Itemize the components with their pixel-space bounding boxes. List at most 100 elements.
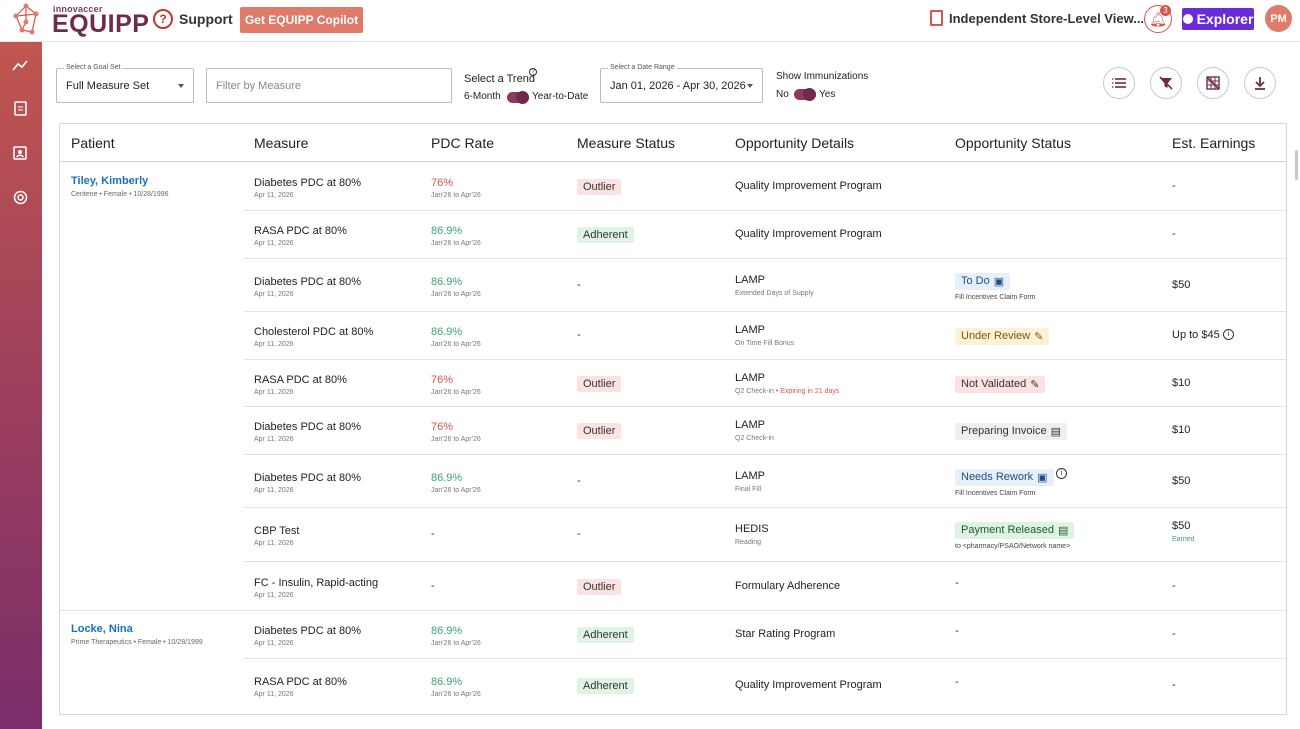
toggle-knob bbox=[516, 91, 529, 104]
immunizations-toggle[interactable] bbox=[794, 88, 816, 101]
measure-cell: Cholesterol PDC at 80% Apr 11, 2026 bbox=[254, 326, 373, 348]
trend-chart-icon[interactable] bbox=[11, 56, 29, 74]
table-row[interactable]: Diabetes PDC at 80% Apr 11, 2026 76% Jan'26… bbox=[60, 162, 1286, 210]
pdc-range: Jan'26 to Apr'26 bbox=[431, 389, 481, 396]
store-view-selector[interactable]: Independent Store-Level View... bbox=[930, 10, 1144, 26]
goal-set-value: Full Measure Set bbox=[66, 80, 150, 92]
table-row[interactable]: Diabetes PDC at 80% Apr 11, 2026 86.9% Jan'… bbox=[60, 610, 1286, 658]
header-measure-status[interactable]: Measure Status bbox=[577, 135, 676, 151]
measure-cell: RASA PDC at 80% Apr 11, 2026 bbox=[254, 225, 347, 247]
clear-filter-button[interactable] bbox=[1150, 67, 1182, 99]
pdc-cell: 86.9% Jan'26 to Apr'26 bbox=[431, 225, 481, 247]
opportunity-status-cell: Payment Released ▤ to <pharmacy/PSAO/Netwo… bbox=[955, 520, 1075, 550]
earnings-value: - bbox=[1172, 679, 1176, 691]
measure-date: Apr 11, 2026 bbox=[254, 192, 294, 199]
expiry-warning: • Expiring in 21 days bbox=[775, 388, 840, 395]
table-row[interactable]: Diabetes PDC at 80% Apr 11, 2026 86.9% Jan'… bbox=[60, 454, 1286, 507]
header-opportunity-status[interactable]: Opportunity Status bbox=[955, 135, 1071, 151]
opportunity-status-label: - bbox=[955, 577, 959, 589]
measure-date: Apr 11, 2026 bbox=[254, 341, 294, 348]
row-divider bbox=[244, 454, 1286, 455]
table-row[interactable]: FC - Insulin, Rapid-acting Apr 11, 2026 - O… bbox=[60, 561, 1286, 610]
pdc-rate-value: 86.9% bbox=[431, 225, 463, 237]
opportunity-status-chip[interactable]: To Do ▣ bbox=[955, 272, 1011, 290]
trend-option-ytd[interactable]: Year-to-Date bbox=[532, 91, 589, 102]
scrollbar[interactable] bbox=[1295, 150, 1298, 180]
immunizations-no[interactable]: No bbox=[776, 89, 789, 100]
measure-status-badge: - bbox=[577, 279, 581, 291]
opportunity-subtitle: Q2 Check-in bbox=[735, 435, 774, 442]
download-button[interactable] bbox=[1244, 67, 1276, 99]
pdc-cell: 86.9% Jan'26 to Apr'26 bbox=[431, 472, 481, 494]
opportunity-status-chip[interactable]: Payment Released ▤ bbox=[955, 521, 1075, 539]
list-icon bbox=[1112, 78, 1126, 88]
opportunity-status-chip[interactable]: Preparing Invoice ▤ bbox=[955, 422, 1068, 440]
opportunity-subtitle-text: Final Fill bbox=[735, 486, 762, 493]
measure-cell: RASA PDC at 80% Apr 11, 2026 bbox=[254, 676, 347, 698]
measure-name: Diabetes PDC at 80% bbox=[254, 472, 361, 484]
get-copilot-button[interactable]: Get EQUIPP Copilot bbox=[240, 7, 363, 33]
pdc-cell: 76% Jan'26 to Apr'26 bbox=[431, 421, 481, 443]
table-row[interactable]: RASA PDC at 80% Apr 11, 2026 76% Jan'26 to … bbox=[60, 359, 1286, 406]
header-opportunity-details[interactable]: Opportunity Details bbox=[735, 135, 855, 151]
notification-count-badge: 3 bbox=[1160, 5, 1171, 16]
measure-status-badge: Adherent bbox=[577, 678, 634, 694]
date-range-value: Jan 01, 2026 - Apr 30, 2026 bbox=[610, 80, 746, 92]
header-patient[interactable]: Patient bbox=[71, 135, 115, 151]
table-row[interactable]: Diabetes PDC at 80% Apr 11, 2026 86.9% Jan'… bbox=[60, 258, 1286, 311]
patient-clipboard-icon[interactable] bbox=[11, 143, 29, 161]
table-row[interactable]: CBP Test Apr 11, 2026 - - HEDIS Reading Paymen… bbox=[60, 507, 1286, 561]
explorer-button[interactable]: Explorer bbox=[1182, 8, 1254, 30]
pdc-cell: 86.9% Jan'26 to Apr'26 bbox=[431, 276, 481, 298]
grid-off-button[interactable] bbox=[1197, 67, 1229, 99]
equipp-logo[interactable]: innovaccer EQUIPP bbox=[8, 2, 149, 38]
table-row[interactable]: RASA PDC at 80% Apr 11, 2026 86.9% Jan'26 t… bbox=[60, 658, 1286, 712]
measure-filter-input[interactable]: Filter by Measure bbox=[206, 68, 452, 103]
opportunity-subtitle-text: On Time Fill Bonus bbox=[735, 340, 795, 347]
patient-name-link[interactable]: Locke, Nina bbox=[71, 623, 133, 635]
top-bar: innovaccer EQUIPP ? Support Get EQUIPP C… bbox=[0, 0, 1300, 42]
date-range-select[interactable]: Jan 01, 2026 - Apr 30, 2026 bbox=[600, 68, 763, 103]
support-link[interactable]: ? Support bbox=[153, 9, 233, 29]
clipboard-icon: ▣ bbox=[1037, 471, 1048, 484]
opportunity-title: HEDIS bbox=[735, 523, 769, 535]
immunizations-label: Show Immunizations bbox=[776, 71, 869, 82]
measure-filter-placeholder: Filter by Measure bbox=[216, 80, 301, 92]
trend-option-6month[interactable]: 6-Month bbox=[464, 91, 501, 102]
opportunity-status-chip[interactable]: Needs Rework ▣ bbox=[955, 468, 1054, 486]
table-row[interactable]: Cholesterol PDC at 80% Apr 11, 2026 86.9% J… bbox=[60, 311, 1286, 359]
earnings-value: - bbox=[1172, 180, 1176, 192]
header-measure[interactable]: Measure bbox=[254, 135, 309, 151]
pdc-rate-value: 86.9% bbox=[431, 472, 463, 484]
opportunity-status-label: To Do bbox=[961, 275, 990, 287]
list-view-button[interactable] bbox=[1103, 67, 1135, 99]
opportunity-status-chip[interactable]: Not Validated ✎ bbox=[955, 375, 1046, 393]
measure-cell: Diabetes PDC at 80% Apr 11, 2026 bbox=[254, 276, 361, 298]
opportunity-status-cell: To Do ▣ Fill Incentives Claim Form bbox=[955, 271, 1036, 301]
trend-toggle[interactable] bbox=[507, 91, 529, 104]
patient-name-link[interactable]: Tiley, Kimberly bbox=[71, 175, 149, 187]
measure-status-badge: - bbox=[577, 528, 581, 540]
earnings-value: $10 bbox=[1172, 377, 1191, 389]
table-row[interactable]: RASA PDC at 80% Apr 11, 2026 86.9% Jan'26 t… bbox=[60, 210, 1286, 258]
immunizations-yes[interactable]: Yes bbox=[819, 89, 836, 100]
report-document-icon[interactable] bbox=[11, 99, 29, 117]
target-icon[interactable] bbox=[11, 188, 29, 206]
pencil-icon: ✎ bbox=[1034, 330, 1044, 343]
row-divider bbox=[244, 210, 1286, 211]
header-est-earnings[interactable]: Est. Earnings bbox=[1172, 135, 1256, 151]
opportunity-subtitle: Reading bbox=[735, 539, 769, 546]
avatar[interactable]: PM bbox=[1265, 5, 1292, 32]
measure-name: Cholesterol PDC at 80% bbox=[254, 326, 374, 338]
date-range-label: Select a Date Range bbox=[608, 64, 677, 71]
row-divider bbox=[244, 658, 1286, 659]
help-icon[interactable]: ? bbox=[529, 68, 537, 76]
table-row[interactable]: Diabetes PDC at 80% Apr 11, 2026 76% Jan'26… bbox=[60, 406, 1286, 454]
pdc-rate-value: 76% bbox=[431, 421, 454, 433]
goal-set-select[interactable]: Full Measure Set bbox=[56, 68, 194, 103]
info-icon[interactable]: i bbox=[1223, 329, 1234, 340]
patient-divider bbox=[60, 610, 1286, 611]
info-icon[interactable]: i bbox=[1056, 468, 1067, 479]
header-pdc-rate[interactable]: PDC Rate bbox=[431, 135, 495, 151]
opportunity-status-chip[interactable]: Under Review ✎ bbox=[955, 327, 1050, 345]
